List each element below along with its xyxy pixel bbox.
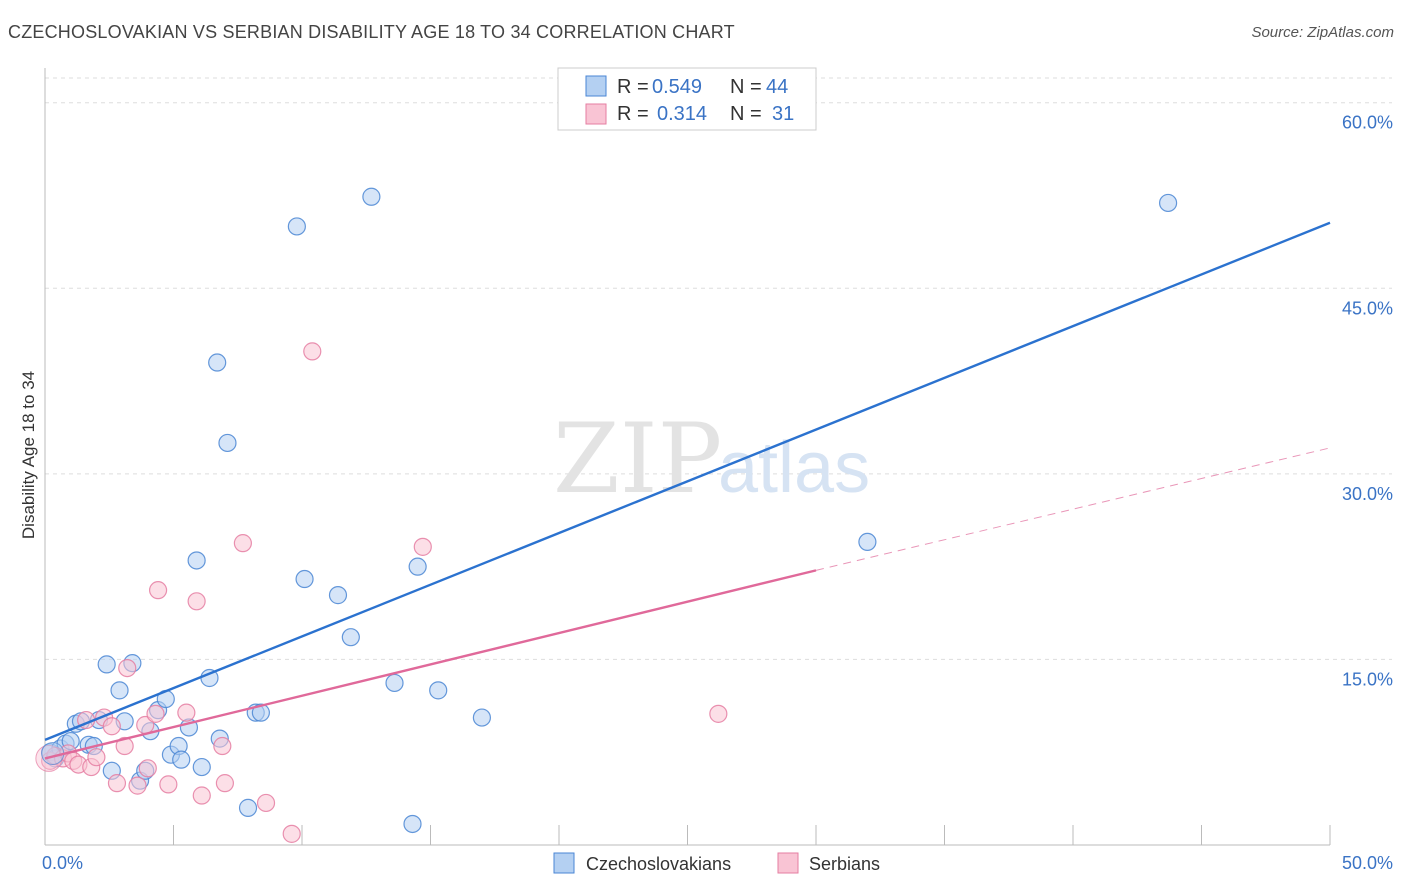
czechoslovakian-point-25 <box>192 757 211 777</box>
stats-n-value-2: 31 <box>772 103 794 125</box>
serbian-point-18 <box>148 581 168 600</box>
watermark-atlas: atlas <box>718 428 870 508</box>
y-tick-label-1: 30.0% <box>1342 484 1393 504</box>
legend-label-serbians: Serbians <box>809 854 880 874</box>
stats-swatch-serbians <box>585 103 607 125</box>
serbian-point-11 <box>107 774 127 793</box>
serbian-point-29 <box>413 537 432 556</box>
stats-r-value-1: 0.549 <box>652 76 702 98</box>
x-tick-label-0: 0.0% <box>42 853 83 873</box>
y-tick-label-3: 60.0% <box>1342 113 1393 133</box>
axes <box>44 68 1331 846</box>
legend-swatch-serbians <box>777 852 799 874</box>
serbian-point-8 <box>87 748 106 767</box>
serbian-point-10 <box>102 717 121 736</box>
czechoslovakian-point-38 <box>385 673 404 693</box>
czechoslovakian-point-41 <box>429 681 448 700</box>
serbian-point-19 <box>159 775 178 794</box>
czechoslovakian-point-27 <box>208 353 227 372</box>
czechoslovakian-point-32 <box>251 703 270 722</box>
serbian-point-12 <box>115 736 134 756</box>
stats-n-label-1: N = <box>730 76 762 98</box>
stats-r-label-2: R = <box>617 103 649 125</box>
czechoslovakian-point-34 <box>295 569 314 589</box>
serbian-point-27 <box>282 824 301 843</box>
czechoslovakian-point-35 <box>328 586 348 605</box>
stats-r-label-1: R = <box>617 76 649 98</box>
serbian-point-28 <box>303 342 322 361</box>
source-label: Source: ZipAtlas.com <box>1251 24 1394 41</box>
stats-r-value-2: 0.314 <box>657 103 707 125</box>
legend: Czechoslovakians Serbians <box>553 852 880 874</box>
czechoslovakian-point-33 <box>287 217 306 236</box>
serbian-point-24 <box>215 774 234 793</box>
trend-line-1 <box>44 569 817 760</box>
serbian-point-21 <box>187 592 206 611</box>
czechoslovakian-point-29 <box>218 433 237 453</box>
trend-line-0 <box>44 221 1331 741</box>
watermark: ZIP atlas <box>553 403 870 515</box>
czechoslovakian-point-43 <box>858 532 877 552</box>
chart-title: CZECHOSLOVAKIAN VS SERBIAN DISABILITY AG… <box>8 22 735 42</box>
y-axis-title: Disability Age 18 to 34 <box>19 371 38 539</box>
legend-swatch-czechoslovakians <box>553 852 575 874</box>
watermark-zip: ZIP <box>553 403 722 515</box>
serbian-point-17 <box>146 704 165 723</box>
czechoslovakian-point-22 <box>172 750 191 769</box>
serbian-point-30 <box>709 704 728 723</box>
serbian-point-16 <box>138 759 157 778</box>
stats-n-label-2: N = <box>730 103 762 125</box>
czechoslovakian-point-24 <box>187 551 206 570</box>
tick-labels: 15.0% 30.0% 45.0% 60.0% 0.0% 50.0% <box>42 113 1393 873</box>
serbian-point-20 <box>177 703 196 722</box>
y-tick-label-2: 45.0% <box>1342 298 1393 318</box>
stats-n-value-1: 44 <box>766 76 788 98</box>
stats-swatch-czechoslovakians <box>585 75 607 97</box>
czechoslovakian-point-39 <box>403 814 422 834</box>
stats-box: R = 0.549 N = 44 R = 0.314 N = 31 <box>557 67 817 131</box>
legend-label-czechoslovakians: Czechoslovakians <box>586 854 731 874</box>
serbian-point-13 <box>118 658 137 678</box>
czechoslovakian-point-10 <box>97 655 116 674</box>
czechoslovakian-point-44 <box>1158 193 1178 213</box>
trend-lines <box>44 221 1331 760</box>
czechoslovakian-point-30 <box>238 798 258 817</box>
x-tick-label-1: 50.0% <box>1342 853 1393 873</box>
data-points <box>35 187 1178 843</box>
grid-lines <box>45 77 1392 660</box>
trend-line-2 <box>815 447 1331 571</box>
serbian-point-14 <box>128 776 147 795</box>
czechoslovakian-point-37 <box>362 187 381 206</box>
czechoslovakian-point-36 <box>341 628 360 647</box>
serbian-point-23 <box>213 736 232 756</box>
czechoslovakian-point-40 <box>408 557 427 576</box>
czechoslovakian-point-42 <box>472 708 491 727</box>
serbian-point-25 <box>233 534 252 553</box>
czechoslovakian-point-12 <box>110 681 129 700</box>
y-tick-label-0: 15.0% <box>1342 669 1393 689</box>
serbian-point-22 <box>192 786 211 805</box>
serbian-point-26 <box>256 793 276 813</box>
